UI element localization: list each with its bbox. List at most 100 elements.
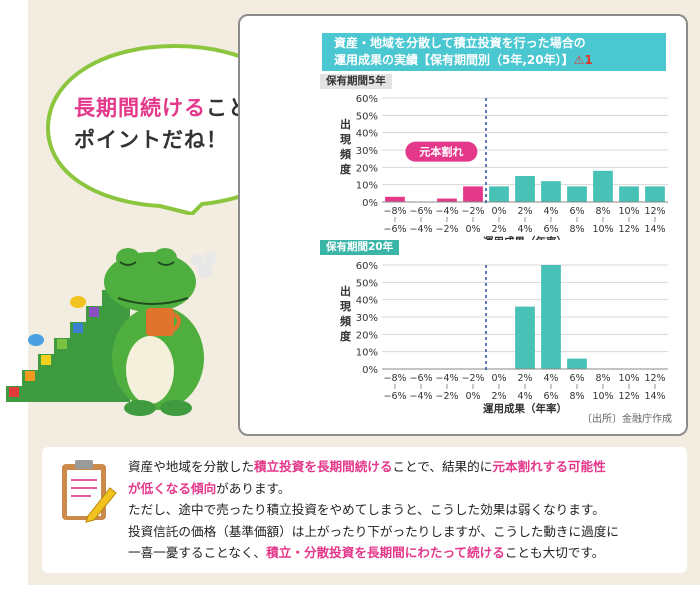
note-highlight: 積立投資を長期間続ける	[253, 459, 393, 474]
stair-block-icon	[73, 323, 83, 333]
x-tick-label-bottom: 12%	[618, 224, 639, 235]
note-box	[42, 447, 687, 573]
note-text-span: ことで、結果的に	[392, 459, 493, 474]
x-tick-label-bottom: 8%	[569, 391, 584, 402]
annotation-label: 元本割れ	[419, 145, 463, 159]
x-tick-tilde: ≀	[446, 382, 449, 391]
x-tick-label-bottom: −6%	[383, 224, 406, 235]
bar	[619, 186, 639, 202]
x-tick-label-top: 2%	[517, 206, 532, 217]
bar	[541, 265, 561, 369]
x-tick-label-bottom: −6%	[383, 391, 406, 402]
y-tick-label: 30%	[356, 146, 378, 157]
stair-block-icon	[41, 355, 51, 365]
note-text-span: 一喜一憂することなく、	[128, 545, 267, 560]
x-tick-label-bottom: −4%	[409, 224, 432, 235]
x-tick-label-top: −6%	[409, 206, 432, 217]
note-line: ただし、途中で売ったり積立投資をやめてしまうと、こうした効果は弱くなります。	[128, 502, 605, 517]
x-tick-tilde: ≀	[628, 382, 631, 391]
x-tick-label-top: 6%	[569, 206, 584, 217]
note-text-span: があります。	[216, 480, 291, 496]
y-axis-label-char: 度	[340, 329, 352, 343]
warning-icon: ⚠1	[573, 53, 593, 67]
crocodile-mascot-illustration	[6, 248, 216, 416]
bar	[489, 186, 509, 202]
chart-5yr: 0%10%20%30%40%50%60%出現頻度−8%≀−6%−6%≀−4%−4…	[340, 94, 668, 240]
x-tick-tilde: ≀	[394, 215, 397, 224]
y-tick-label: 50%	[356, 111, 378, 122]
x-tick-label-top: −2%	[461, 373, 484, 384]
x-tick-tilde: ≀	[628, 215, 631, 224]
x-tick-label-bottom: 2%	[491, 224, 506, 235]
x-tick-label-top: 4%	[543, 206, 558, 217]
x-tick-label-bottom: 4%	[517, 391, 532, 402]
x-tick-label-top: −4%	[435, 206, 458, 217]
x-tick-label-bottom: 6%	[543, 224, 558, 235]
x-tick-label-top: 2%	[517, 373, 532, 384]
x-tick-label-top: 0%	[491, 373, 506, 384]
y-tick-label: 0%	[362, 365, 378, 376]
x-tick-label-top: −8%	[383, 373, 406, 384]
coffee-cup-icon	[146, 308, 174, 336]
x-tick-label-bottom: 12%	[618, 391, 639, 402]
x-tick-label-top: 12%	[644, 373, 665, 384]
x-tick-tilde: ≀	[524, 215, 527, 224]
x-tick-label-top: −2%	[461, 206, 484, 217]
bar	[567, 186, 587, 202]
x-tick-label-bottom: −2%	[435, 224, 458, 235]
section-label-20yr: 保有期間20年	[320, 240, 400, 255]
bar	[567, 358, 587, 369]
bar	[645, 186, 665, 202]
y-tick-label: 10%	[356, 348, 378, 359]
x-tick-tilde: ≀	[550, 382, 553, 391]
chart-panel	[238, 14, 688, 436]
x-tick-label-top: −8%	[383, 206, 406, 217]
y-tick-label: 60%	[356, 94, 378, 105]
stair-block-icon	[57, 339, 67, 349]
x-tick-label-top: 10%	[618, 373, 639, 384]
chart-title-line2: 運用成果の実績【保有期間別（5年,20年）】	[334, 53, 574, 67]
x-tick-tilde: ≀	[498, 215, 501, 224]
y-tick-label: 10%	[356, 181, 378, 192]
x-tick-tilde: ≀	[576, 382, 579, 391]
y-axis-label-char: 頻	[340, 314, 351, 328]
section-label-5yr: 保有期間5年	[320, 74, 392, 89]
x-tick-label-bottom: 14%	[644, 224, 665, 235]
x-tick-label-bottom: −4%	[409, 391, 432, 402]
clipboard-pencil-icon	[62, 460, 117, 523]
note-highlight: 積立・分散投資を長期間にわたって続ける	[266, 545, 505, 560]
note-line: 投資信託の価格（基準価額）は上がったり下がったりしますが、こうした動きに過度に	[128, 523, 619, 539]
y-tick-label: 50%	[356, 278, 378, 289]
y-axis-label-char: 現	[340, 300, 351, 313]
bubble-line2: ポイントだね！	[74, 128, 228, 152]
bar	[541, 181, 561, 202]
x-tick-label-bottom: 2%	[491, 391, 506, 402]
x-tick-tilde: ≀	[576, 215, 579, 224]
x-tick-label-bottom: 10%	[592, 224, 613, 235]
chart-title-line1: 資産・地域を分散して積立投資を行った場合の	[334, 36, 586, 50]
x-tick-label-bottom: 6%	[543, 391, 558, 402]
x-tick-label-top: −6%	[409, 373, 432, 384]
annotation-bubble	[405, 141, 478, 162]
source-note: 〔出所〕金融庁作成	[582, 414, 672, 425]
note-text-span: ことも大切です。	[504, 545, 605, 560]
x-tick-tilde: ≀	[498, 382, 501, 391]
x-tick-tilde: ≀	[602, 215, 605, 224]
stair-block-icon	[89, 307, 99, 317]
y-tick-label: 0%	[362, 198, 378, 209]
bird-icon	[70, 296, 86, 308]
x-tick-label-top: 12%	[644, 206, 665, 217]
y-tick-label: 40%	[356, 296, 378, 307]
y-tick-label: 40%	[356, 129, 378, 140]
x-tick-tilde: ≀	[654, 382, 657, 391]
y-tick-label: 60%	[356, 261, 378, 272]
x-axis-label: 運用成果（年率）	[483, 402, 567, 415]
chart-20yr: 0%10%20%30%40%50%60%出現頻度−8%≀−6%−6%≀−4%−4…	[340, 261, 668, 415]
x-tick-label-top: −4%	[435, 373, 458, 384]
x-tick-label-bottom: 14%	[644, 391, 665, 402]
bar	[515, 306, 535, 369]
note-highlight: が低くなる傾向	[128, 480, 217, 496]
bar	[593, 170, 613, 202]
x-tick-label-top: 6%	[569, 373, 584, 384]
x-tick-tilde: ≀	[654, 215, 657, 224]
